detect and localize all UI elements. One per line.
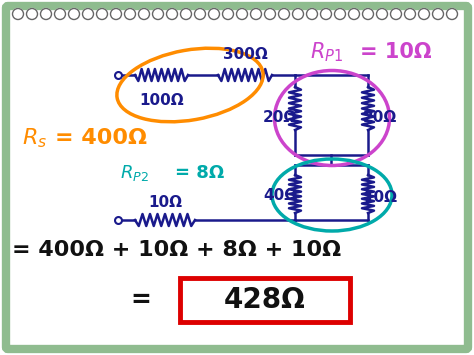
Text: 40Ω: 40Ω: [263, 187, 297, 202]
Text: 428Ω: 428Ω: [224, 286, 306, 314]
Circle shape: [55, 9, 65, 20]
Circle shape: [166, 9, 177, 20]
Circle shape: [404, 9, 416, 20]
FancyBboxPatch shape: [6, 6, 468, 349]
Circle shape: [237, 9, 247, 20]
Text: 10Ω: 10Ω: [148, 195, 182, 210]
Circle shape: [292, 9, 303, 20]
Circle shape: [419, 9, 429, 20]
Text: = 10Ω: = 10Ω: [360, 42, 432, 62]
Text: 20Ω: 20Ω: [263, 110, 297, 126]
Circle shape: [222, 9, 234, 20]
Circle shape: [432, 9, 444, 20]
Circle shape: [209, 9, 219, 20]
Circle shape: [320, 9, 331, 20]
Text: 20Ω: 20Ω: [363, 110, 397, 126]
Circle shape: [27, 9, 37, 20]
Circle shape: [69, 9, 80, 20]
Bar: [180, 278, 350, 322]
Circle shape: [376, 9, 388, 20]
Text: 300Ω: 300Ω: [223, 47, 267, 62]
Circle shape: [138, 9, 149, 20]
Circle shape: [153, 9, 164, 20]
Circle shape: [447, 9, 457, 20]
Circle shape: [250, 9, 262, 20]
Text: =: =: [130, 288, 151, 312]
Circle shape: [363, 9, 374, 20]
Circle shape: [307, 9, 318, 20]
Circle shape: [335, 9, 346, 20]
Circle shape: [391, 9, 401, 20]
Circle shape: [110, 9, 121, 20]
Text: = 400Ω: = 400Ω: [55, 128, 147, 148]
Text: = 400Ω + 10Ω + 8Ω + 10Ω: = 400Ω + 10Ω + 8Ω + 10Ω: [12, 240, 341, 260]
Text: $R_{P1}$: $R_{P1}$: [310, 40, 343, 64]
Circle shape: [97, 9, 108, 20]
Text: 10Ω: 10Ω: [363, 191, 397, 206]
Circle shape: [40, 9, 52, 20]
Text: $R_{P2}$: $R_{P2}$: [120, 163, 149, 183]
Circle shape: [264, 9, 275, 20]
Text: $R_s$: $R_s$: [22, 126, 47, 150]
Circle shape: [279, 9, 290, 20]
Circle shape: [12, 9, 24, 20]
Text: 100Ω: 100Ω: [140, 93, 184, 108]
Circle shape: [194, 9, 206, 20]
Text: = 8Ω: = 8Ω: [175, 164, 224, 182]
Circle shape: [348, 9, 359, 20]
Circle shape: [82, 9, 93, 20]
Circle shape: [181, 9, 191, 20]
Circle shape: [125, 9, 136, 20]
